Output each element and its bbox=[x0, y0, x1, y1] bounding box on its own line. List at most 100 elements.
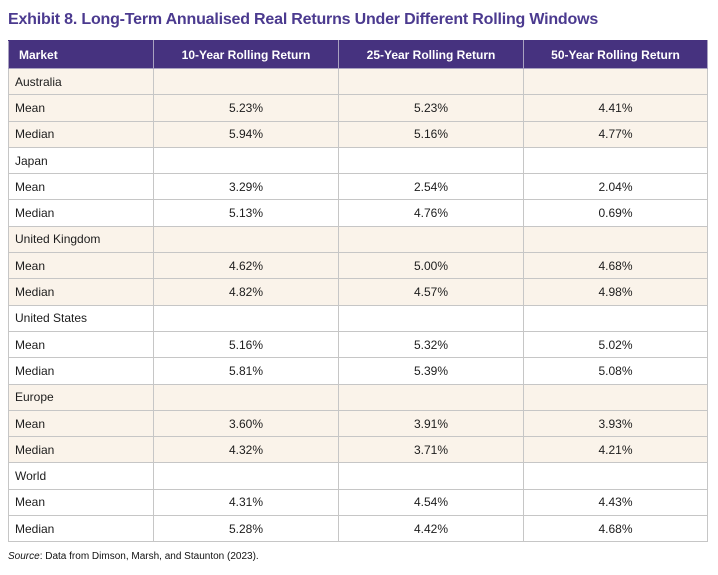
value-cell: 3.60% bbox=[153, 409, 339, 438]
metric-label-cell: Median bbox=[8, 357, 154, 385]
empty-cell bbox=[338, 304, 524, 332]
empty-cell bbox=[523, 304, 708, 332]
empty-cell bbox=[338, 462, 524, 490]
source-label: Source bbox=[8, 551, 40, 563]
empty-cell bbox=[523, 67, 708, 96]
value-cell: 5.16% bbox=[338, 120, 524, 148]
exhibit-page: Exhibit 8. Long-Term Annualised Real Ret… bbox=[8, 11, 710, 562]
header-row: Market 10-Year Rolling Return 25-Year Ro… bbox=[8, 40, 708, 69]
column-header-10yr: 10-Year Rolling Return bbox=[153, 40, 339, 69]
value-cell: 4.82% bbox=[153, 278, 339, 306]
value-cell: 4.41% bbox=[523, 94, 708, 122]
value-cell: 3.71% bbox=[338, 436, 524, 464]
empty-cell bbox=[338, 146, 524, 175]
empty-cell bbox=[523, 146, 708, 175]
value-cell: 4.43% bbox=[523, 488, 708, 517]
value-cell: 2.54% bbox=[338, 173, 524, 201]
value-cell: 5.32% bbox=[338, 330, 524, 359]
value-cell: 4.68% bbox=[523, 515, 708, 543]
source-text: : Data from Dimson, Marsh, and Staunton … bbox=[39, 551, 259, 563]
returns-table: Market 10-Year Rolling Return 25-Year Ro… bbox=[8, 40, 708, 543]
market-name-cell: Australia bbox=[8, 67, 154, 96]
empty-cell bbox=[523, 225, 708, 254]
market-group-row: Japan bbox=[8, 146, 708, 175]
value-cell: 5.28% bbox=[153, 515, 339, 543]
metric-label-cell: Median bbox=[8, 120, 154, 148]
empty-cell bbox=[153, 462, 339, 490]
value-cell: 5.16% bbox=[153, 330, 339, 359]
empty-cell bbox=[153, 67, 339, 96]
value-cell: 3.29% bbox=[153, 173, 339, 201]
value-cell: 2.04% bbox=[523, 173, 708, 201]
value-cell: 4.77% bbox=[523, 120, 708, 148]
metric-label-cell: Mean bbox=[8, 488, 154, 517]
metric-row: Mean 4.62% 5.00% 4.68% bbox=[8, 252, 708, 280]
market-name-cell: Japan bbox=[8, 146, 154, 175]
metric-row: Median 4.82% 4.57% 4.98% bbox=[8, 278, 708, 306]
market-group-row: United Kingdom bbox=[8, 225, 708, 254]
column-header-50yr: 50-Year Rolling Return bbox=[523, 40, 708, 69]
metric-label-cell: Mean bbox=[8, 94, 154, 122]
value-cell: 5.81% bbox=[153, 357, 339, 385]
value-cell: 4.42% bbox=[338, 515, 524, 543]
metric-row: Median 4.32% 3.71% 4.21% bbox=[8, 436, 708, 464]
metric-row: Median 5.81% 5.39% 5.08% bbox=[8, 357, 708, 385]
metric-label-cell: Median bbox=[8, 199, 154, 227]
value-cell: 5.00% bbox=[338, 252, 524, 280]
value-cell: 5.39% bbox=[338, 357, 524, 385]
market-name-cell: United States bbox=[8, 304, 154, 332]
value-cell: 4.62% bbox=[153, 252, 339, 280]
empty-cell bbox=[153, 225, 339, 254]
market-group-row: United States bbox=[8, 304, 708, 332]
value-cell: 5.08% bbox=[523, 357, 708, 385]
value-cell: 4.32% bbox=[153, 436, 339, 464]
value-cell: 5.94% bbox=[153, 120, 339, 148]
market-name-cell: Europe bbox=[8, 383, 154, 411]
value-cell: 4.21% bbox=[523, 436, 708, 464]
value-cell: 3.91% bbox=[338, 409, 524, 438]
value-cell: 3.93% bbox=[523, 409, 708, 438]
metric-label-cell: Mean bbox=[8, 252, 154, 280]
metric-label-cell: Mean bbox=[8, 330, 154, 359]
table-body: Australia Mean 5.23% 5.23% 4.41% Median 5.94% 5… bbox=[8, 67, 708, 543]
metric-label-cell: Median bbox=[8, 278, 154, 306]
empty-cell bbox=[153, 146, 339, 175]
value-cell: 4.76% bbox=[338, 199, 524, 227]
empty-cell bbox=[338, 67, 524, 96]
value-cell: 4.68% bbox=[523, 252, 708, 280]
empty-cell bbox=[338, 383, 524, 411]
exhibit-title: Exhibit 8. Long-Term Annualised Real Ret… bbox=[8, 11, 599, 28]
metric-row: Mean 5.23% 5.23% 4.41% bbox=[8, 94, 708, 122]
column-header-25yr: 25-Year Rolling Return bbox=[338, 40, 524, 69]
value-cell: 4.31% bbox=[153, 488, 339, 517]
value-cell: 5.02% bbox=[523, 330, 708, 359]
value-cell: 5.13% bbox=[153, 199, 339, 227]
empty-cell bbox=[153, 304, 339, 332]
empty-cell bbox=[523, 462, 708, 490]
metric-row: Median 5.13% 4.76% 0.69% bbox=[8, 199, 708, 227]
value-cell: 4.98% bbox=[523, 278, 708, 306]
metric-row: Mean 5.16% 5.32% 5.02% bbox=[8, 330, 708, 359]
value-cell: 4.57% bbox=[338, 278, 524, 306]
value-cell: 0.69% bbox=[523, 199, 708, 227]
empty-cell bbox=[338, 225, 524, 254]
metric-label-cell: Mean bbox=[8, 409, 154, 438]
metric-row: Median 5.94% 5.16% 4.77% bbox=[8, 120, 708, 148]
metric-row: Mean 3.29% 2.54% 2.04% bbox=[8, 173, 708, 201]
source-note: Source: Data from Dimson, Marsh, and Sta… bbox=[8, 551, 710, 562]
empty-cell bbox=[153, 383, 339, 411]
metric-label-cell: Median bbox=[8, 436, 154, 464]
metric-row: Mean 3.60% 3.91% 3.93% bbox=[8, 409, 708, 438]
market-group-row: Australia bbox=[8, 67, 708, 96]
empty-cell bbox=[523, 383, 708, 411]
column-header-market: Market bbox=[8, 40, 154, 69]
market-group-row: Europe bbox=[8, 383, 708, 411]
market-name-cell: World bbox=[8, 462, 154, 490]
market-name-cell: United Kingdom bbox=[8, 225, 154, 254]
metric-label-cell: Mean bbox=[8, 173, 154, 201]
metric-row: Mean 4.31% 4.54% 4.43% bbox=[8, 488, 708, 517]
metric-label-cell: Median bbox=[8, 515, 154, 543]
value-cell: 5.23% bbox=[338, 94, 524, 122]
value-cell: 5.23% bbox=[153, 94, 339, 122]
value-cell: 4.54% bbox=[338, 488, 524, 517]
